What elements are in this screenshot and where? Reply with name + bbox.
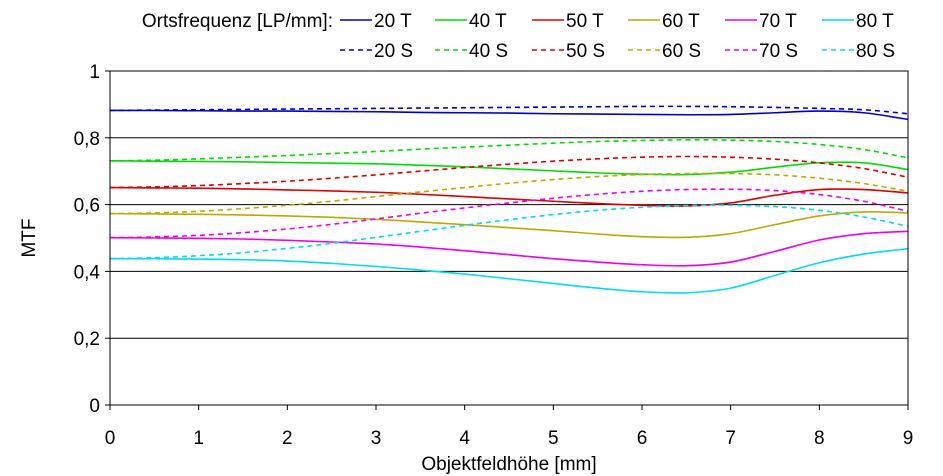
legend-label-50-t: 50 T (566, 11, 604, 32)
x-tick-label: 5 (548, 428, 559, 449)
series-line-50-t (109, 186, 909, 207)
series-line-70-t (109, 230, 909, 267)
series-line-60-t (109, 211, 909, 239)
y-tick-label: 0,2 (74, 329, 100, 350)
x-tick-label: 0 (105, 428, 116, 449)
series-line-20-s (109, 105, 909, 115)
series-line-80-s (109, 204, 909, 260)
x-tick-label: 7 (725, 428, 736, 449)
legend-label-50-s: 50 S (566, 41, 605, 62)
x-tick-labels: 0 1 2 3 4 5 6 7 8 9 (105, 405, 914, 449)
legend-label-40-s: 40 S (469, 41, 508, 62)
series-line-20-t (109, 109, 909, 121)
x-tick-label: 8 (814, 428, 825, 449)
series-line-40-t (109, 160, 909, 176)
y-tick-label: 0 (89, 396, 100, 417)
x-tick-label: 1 (193, 428, 204, 449)
legend-label-70-t: 70 T (759, 11, 797, 32)
y-axis-title: MTF (19, 218, 40, 257)
legend-label-70-s: 70 S (759, 41, 798, 62)
legend-label-80-t: 80 T (856, 11, 894, 32)
series-lines (109, 105, 909, 294)
series-line-60-s (109, 172, 909, 215)
legend-label-80-s: 80 S (856, 41, 895, 62)
legend-label-20-t: 20 T (374, 11, 412, 32)
x-axis-title: Objektfeldhöhe [mm] (421, 454, 596, 475)
x-tick-label: 6 (637, 428, 648, 449)
x-tick-label: 4 (459, 428, 470, 449)
x-tick-label: 2 (282, 428, 293, 449)
x-tick-label: 3 (371, 428, 382, 449)
series-line-70-s (109, 188, 909, 239)
legend: Ortsfrequenz [LP/mm]: 20 T 40 T 50 T 60 T 70… (142, 11, 895, 62)
legend-title: Ortsfrequenz [LP/mm]: (142, 11, 333, 32)
legend-label-20-s: 20 S (374, 41, 413, 62)
y-tick-label: 0,8 (74, 129, 100, 150)
y-tick-label: 1 (89, 62, 100, 83)
series-line-80-t (109, 247, 909, 294)
y-tick-label: 0,6 (74, 196, 100, 217)
x-tick-label: 9 (903, 428, 914, 449)
legend-label-40-t: 40 T (469, 11, 507, 32)
series-line-50-s (109, 155, 909, 189)
series-line-40-s (109, 138, 909, 162)
legend-label-60-t: 60 T (662, 11, 700, 32)
y-tick-labels: 0 0,2 0,4 0,6 0,8 1 (74, 62, 101, 417)
legend-label-60-s: 60 S (662, 41, 701, 62)
y-tick-label: 0,4 (74, 262, 101, 283)
plot-frame (109, 70, 909, 406)
